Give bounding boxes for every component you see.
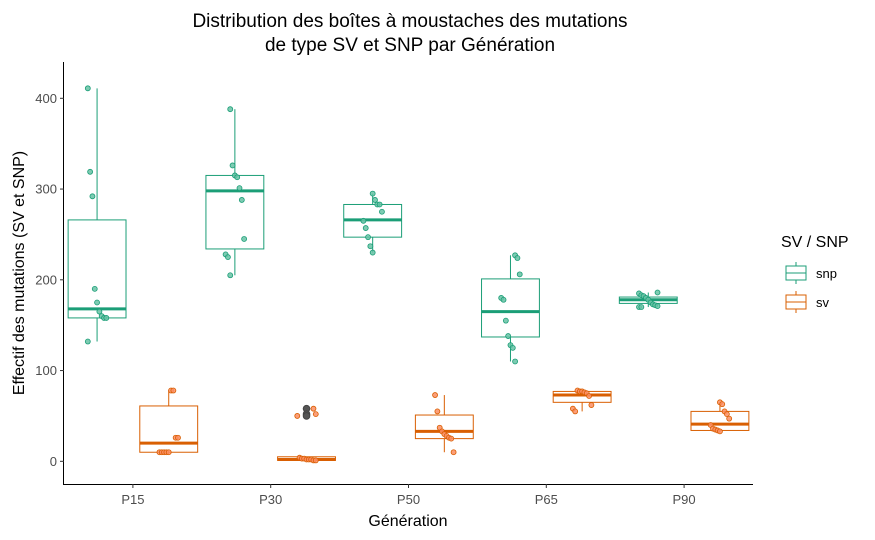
y-tick-label: 100 (35, 363, 57, 378)
data-point (717, 428, 723, 435)
data-point (241, 236, 248, 242)
data-point (294, 413, 301, 419)
data-point (516, 271, 523, 278)
data-point (94, 299, 100, 306)
data-point (448, 435, 455, 442)
x-tick-label-p65: P65 (535, 492, 558, 507)
data-point (369, 249, 376, 256)
box-iqr (205, 174, 265, 250)
data-point (103, 315, 110, 321)
data-point (434, 408, 441, 415)
legend-key-sv (785, 291, 807, 313)
x-tick-label-p90: P90 (673, 492, 696, 507)
data-point (638, 304, 645, 310)
y-axis-title: Effectif des mutations (SV et SNP) (11, 151, 28, 395)
box-snp-p15 (67, 85, 127, 345)
outlier-point (302, 412, 311, 420)
box-snp-p65 (481, 252, 540, 365)
legend: SV / SNP snp sv (781, 234, 849, 313)
data-point (586, 393, 592, 399)
data-point (572, 408, 579, 415)
box-sv-p50 (414, 392, 474, 456)
box-snp-p50 (343, 190, 403, 256)
x-axis-ticks: P15 P30 P50 P65 P90 (121, 484, 696, 507)
data-point (91, 285, 98, 292)
y-tick-label: 400 (35, 91, 57, 106)
data-point (365, 234, 371, 241)
data-point (509, 344, 516, 351)
data-point (84, 85, 91, 92)
x-tick-label-p50: P50 (397, 492, 420, 507)
data-point (84, 338, 91, 345)
data-point (726, 415, 733, 422)
data-point (312, 411, 319, 418)
data-point (719, 401, 726, 408)
chart-title-line-1: Distribution des boîtes à moustaches des… (192, 11, 627, 32)
data-point (376, 201, 383, 208)
data-point (225, 254, 231, 261)
data-point (310, 405, 317, 412)
data-point (500, 296, 507, 303)
legend-title: SV / SNP (781, 234, 849, 251)
data-point (87, 168, 94, 175)
box-sv-p30 (277, 404, 336, 464)
box-iqr (690, 410, 750, 431)
data-point (165, 449, 172, 456)
data-point (175, 434, 181, 441)
data-point (654, 289, 661, 296)
data-point (502, 317, 509, 324)
box-sv-p15 (139, 387, 199, 456)
data-point (369, 190, 376, 197)
data-point (238, 197, 245, 203)
chart-title-line-2: de type SV et SNP par Génération (265, 35, 555, 56)
plot-area (67, 85, 750, 464)
data-point (89, 193, 96, 200)
data-point (450, 449, 457, 456)
data-point (236, 185, 243, 192)
data-point (234, 174, 241, 181)
data-point (227, 272, 234, 279)
y-tick-label: 0 (50, 454, 57, 469)
x-axis-title: Génération (368, 513, 447, 530)
legend-label-sv: sv (816, 295, 830, 310)
data-point (170, 387, 177, 394)
data-point (654, 303, 661, 310)
data-point (379, 208, 385, 215)
legend-label-snp: snp (816, 266, 837, 281)
data-point (512, 358, 519, 365)
y-tick-label: 300 (35, 182, 57, 197)
data-point (505, 333, 512, 339)
box-snp-p90 (618, 289, 678, 310)
data-point (367, 243, 374, 250)
x-tick-label-p30: P30 (259, 492, 282, 507)
x-tick-label-p15: P15 (121, 492, 144, 507)
y-axis-ticks: 0 100 200 300 400 (35, 91, 64, 469)
box-sv-p65 (552, 387, 612, 415)
data-point (227, 106, 234, 113)
box-iqr (67, 219, 127, 319)
data-point (360, 217, 367, 224)
data-point (372, 197, 378, 203)
data-point (312, 457, 319, 464)
y-tick-label: 200 (35, 272, 57, 287)
data-point (96, 308, 103, 315)
data-point (229, 162, 236, 169)
box-iqr (481, 278, 540, 338)
data-point (432, 392, 438, 398)
box-snp-p30 (205, 106, 265, 279)
box-iqr (414, 414, 474, 440)
legend-key-snp (785, 262, 807, 284)
box-sv-p90 (690, 399, 750, 435)
box-iqr (139, 405, 199, 453)
data-point (514, 255, 521, 261)
data-point (588, 402, 595, 408)
data-point (723, 411, 730, 418)
data-point (362, 225, 369, 231)
